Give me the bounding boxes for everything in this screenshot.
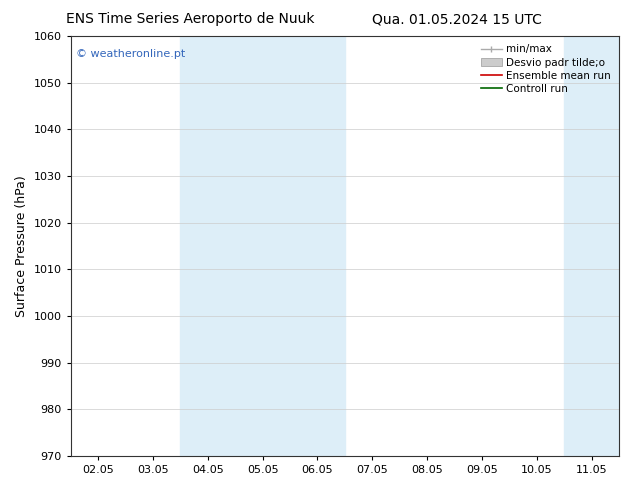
Legend: min/max, Desvio padr tilde;o, Ensemble mean run, Controll run: min/max, Desvio padr tilde;o, Ensemble m… [478, 41, 614, 97]
Text: Qua. 01.05.2024 15 UTC: Qua. 01.05.2024 15 UTC [372, 12, 541, 26]
Y-axis label: Surface Pressure (hPa): Surface Pressure (hPa) [15, 175, 28, 317]
Text: ENS Time Series Aeroporto de Nuuk: ENS Time Series Aeroporto de Nuuk [66, 12, 314, 26]
Bar [180, 36, 345, 456]
Bar [564, 36, 619, 456]
Text: © weatheronline.pt: © weatheronline.pt [76, 49, 185, 59]
